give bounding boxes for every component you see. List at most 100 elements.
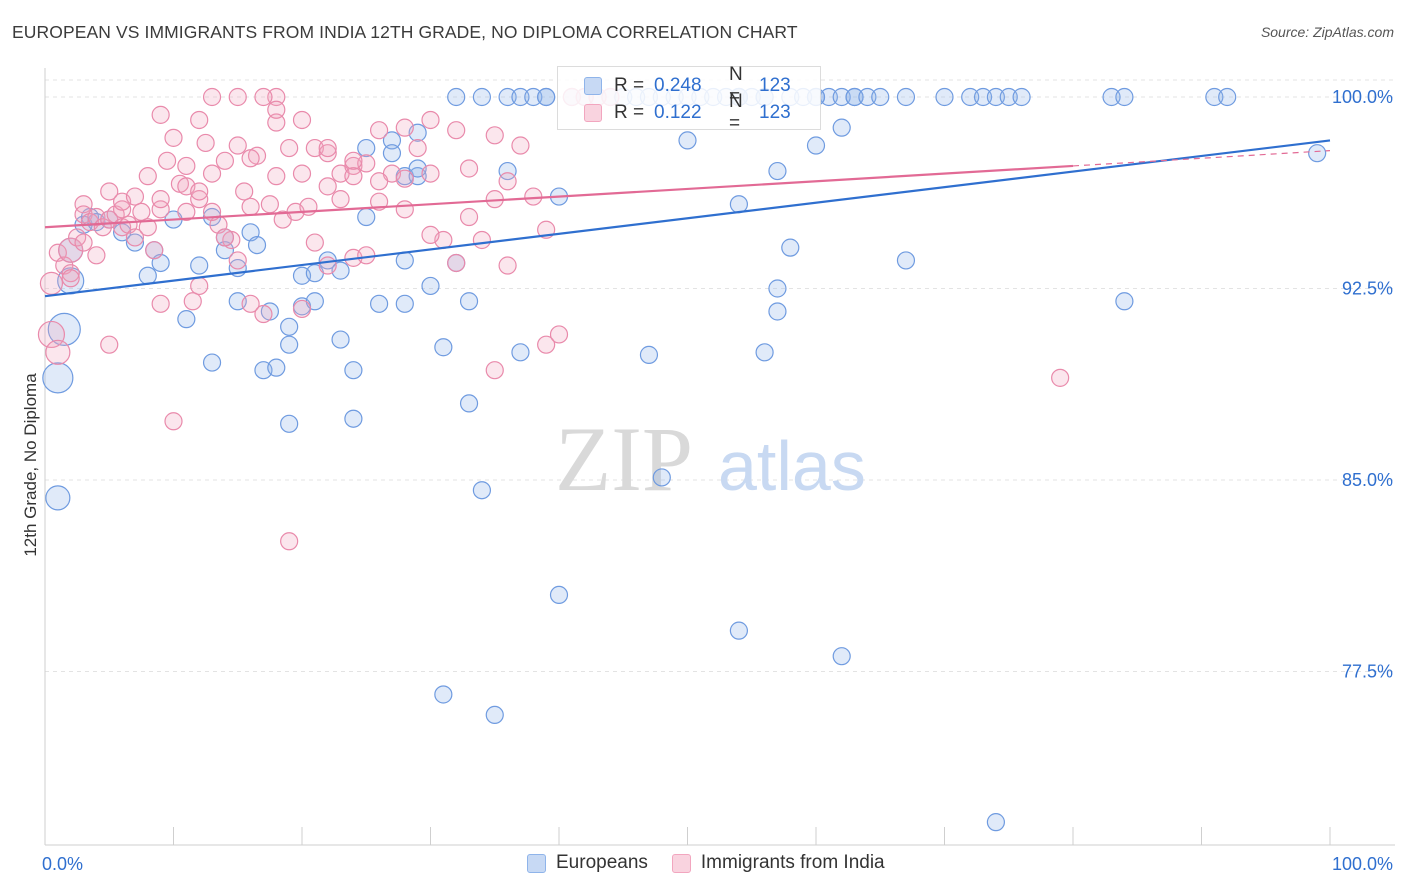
point-europeans — [524, 87, 543, 107]
point-india — [235, 182, 254, 201]
point-india — [344, 151, 363, 170]
point-europeans — [1218, 87, 1237, 107]
point-europeans — [511, 87, 530, 107]
point-europeans — [935, 87, 954, 107]
point-india — [151, 294, 170, 313]
point-india — [447, 121, 466, 140]
point-india — [190, 110, 209, 130]
point-india — [215, 228, 234, 247]
point-europeans — [1308, 144, 1327, 163]
trend-india-extension — [1072, 150, 1331, 167]
point-europeans — [138, 266, 157, 285]
legend-label-india: Immigrants from India — [700, 852, 885, 873]
point-europeans — [125, 233, 145, 252]
point-india — [87, 246, 106, 265]
stats-row-europeans: R = 0.248 N = 123 — [558, 64, 791, 107]
point-india — [344, 167, 363, 186]
point-india — [267, 100, 286, 119]
point-europeans — [832, 87, 851, 107]
point-india — [190, 276, 209, 296]
point-europeans — [858, 87, 877, 107]
point-india — [459, 207, 479, 227]
point-europeans — [639, 345, 659, 364]
point-india — [408, 138, 427, 158]
point-india — [292, 164, 312, 183]
point-india — [132, 202, 151, 221]
point-india — [511, 136, 530, 155]
point-india — [190, 190, 209, 209]
europeans-swatch — [584, 77, 602, 95]
r-value: 0.122 — [654, 102, 702, 123]
point-india — [305, 233, 324, 252]
point-india — [241, 149, 260, 168]
point-india — [280, 532, 299, 551]
point-india — [318, 138, 337, 158]
legend-item-europeans[interactable]: Europeans — [527, 852, 648, 874]
point-india — [421, 164, 440, 183]
point-india — [267, 87, 286, 107]
n-label: N = — [729, 64, 743, 107]
point-europeans — [845, 87, 864, 107]
point-europeans — [896, 251, 916, 270]
point-europeans — [896, 87, 916, 107]
watermark-atlas: atlas — [718, 427, 866, 505]
y-tick-label: 100.0% — [1332, 87, 1393, 107]
point-india — [318, 177, 337, 196]
point-europeans — [832, 118, 851, 137]
point-europeans — [215, 241, 234, 260]
point-india — [61, 264, 80, 283]
point-europeans — [1012, 87, 1031, 107]
point-india — [395, 118, 414, 137]
point-india — [498, 172, 517, 191]
point-europeans — [421, 276, 440, 296]
point-europeans — [459, 292, 479, 311]
point-europeans — [999, 87, 1018, 107]
chart-title: EUROPEAN VS IMMIGRANTS FROM INDIA 12TH G… — [12, 22, 798, 42]
point-europeans — [47, 312, 81, 346]
point-india — [190, 182, 209, 201]
point-europeans — [768, 279, 787, 298]
point-india — [100, 335, 119, 354]
point-india — [61, 269, 80, 288]
point-europeans — [986, 87, 1006, 107]
point-india — [447, 253, 466, 273]
y-axis-label: 12th Grade, No Diploma — [21, 373, 40, 557]
point-india — [58, 237, 84, 263]
point-europeans — [498, 87, 517, 107]
point-europeans — [382, 144, 402, 163]
point-india — [37, 320, 66, 349]
point-europeans — [973, 87, 993, 107]
point-india — [164, 128, 183, 147]
point-europeans — [652, 468, 671, 487]
point-europeans — [382, 131, 402, 150]
n-value: 123 — [759, 75, 791, 96]
stats-legend: R = 0.248 N = 123 R = 0.122 N = 123 — [557, 64, 821, 134]
point-europeans — [537, 87, 556, 107]
point-india — [74, 233, 93, 252]
point-europeans — [781, 238, 800, 257]
point-india — [138, 167, 157, 186]
point-india — [357, 246, 376, 265]
point-india — [177, 202, 196, 221]
point-india — [370, 172, 389, 191]
point-europeans — [729, 195, 749, 214]
point-europeans — [280, 414, 299, 433]
point-india — [138, 218, 157, 237]
point-india — [537, 335, 556, 354]
point-india — [292, 110, 312, 130]
point-europeans — [459, 394, 479, 413]
point-europeans — [871, 87, 890, 107]
point-india — [228, 251, 247, 270]
point-europeans — [280, 335, 299, 354]
point-europeans — [267, 358, 286, 377]
legend-item-india[interactable]: Immigrants from India — [671, 852, 885, 874]
point-india — [318, 256, 337, 275]
point-india — [472, 230, 491, 250]
stats-row-india: R = 0.122 N = 123 — [558, 91, 791, 134]
point-india — [459, 159, 479, 178]
point-india — [260, 195, 279, 214]
point-india — [421, 110, 440, 130]
x-tick-max: 100.0% — [1332, 854, 1393, 874]
point-europeans — [190, 256, 209, 275]
